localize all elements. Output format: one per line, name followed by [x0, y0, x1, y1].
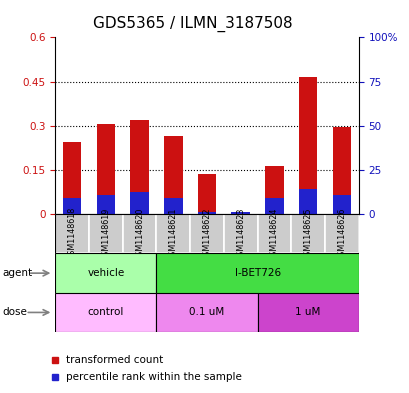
Bar	[89, 214, 122, 253]
Bar	[223, 214, 257, 253]
Bar	[130, 192, 148, 214]
Text: dose: dose	[2, 307, 27, 318]
Bar	[156, 253, 358, 293]
Text: GSM1148618: GSM1148618	[67, 207, 76, 261]
Bar	[231, 212, 249, 214]
Bar	[63, 142, 81, 214]
Bar	[197, 174, 216, 214]
Bar	[55, 214, 89, 253]
Text: percentile rank within the sample: percentile rank within the sample	[65, 372, 241, 382]
Text: GSM1148620: GSM1148620	[135, 207, 144, 261]
Bar	[55, 293, 156, 332]
Bar	[63, 198, 81, 214]
Text: control: control	[88, 307, 124, 318]
Bar	[257, 214, 291, 253]
Text: GSM1148623: GSM1148623	[236, 207, 245, 261]
Bar	[265, 165, 283, 214]
Text: 0.1 uM: 0.1 uM	[189, 307, 224, 318]
Bar	[324, 214, 358, 253]
Bar	[298, 189, 317, 214]
Text: transformed count: transformed count	[65, 354, 162, 365]
Bar	[164, 198, 182, 214]
Bar	[257, 293, 358, 332]
Text: GSM1148625: GSM1148625	[303, 207, 312, 261]
Bar	[122, 214, 156, 253]
Text: agent: agent	[2, 268, 32, 278]
Bar	[55, 253, 156, 293]
Bar	[190, 214, 223, 253]
Text: GSM1148621: GSM1148621	[169, 207, 178, 261]
Bar	[130, 120, 148, 214]
Text: GSM1148622: GSM1148622	[202, 207, 211, 261]
Text: GSM1148624: GSM1148624	[269, 207, 278, 261]
Bar	[298, 77, 317, 214]
Bar	[291, 214, 324, 253]
Text: 1 uM: 1 uM	[295, 307, 320, 318]
Bar	[265, 198, 283, 214]
Text: GSM1148619: GSM1148619	[101, 207, 110, 261]
Bar	[332, 127, 350, 214]
Text: GSM1148626: GSM1148626	[337, 207, 346, 261]
Bar	[332, 195, 350, 214]
Bar	[197, 212, 216, 214]
Bar	[156, 293, 257, 332]
Text: I-BET726: I-BET726	[234, 268, 280, 278]
Bar	[156, 214, 190, 253]
Text: vehicle: vehicle	[87, 268, 124, 278]
Bar	[97, 195, 115, 214]
Bar	[164, 136, 182, 214]
Text: GDS5365 / ILMN_3187508: GDS5365 / ILMN_3187508	[93, 16, 292, 32]
Bar	[97, 124, 115, 214]
Bar	[231, 212, 249, 214]
